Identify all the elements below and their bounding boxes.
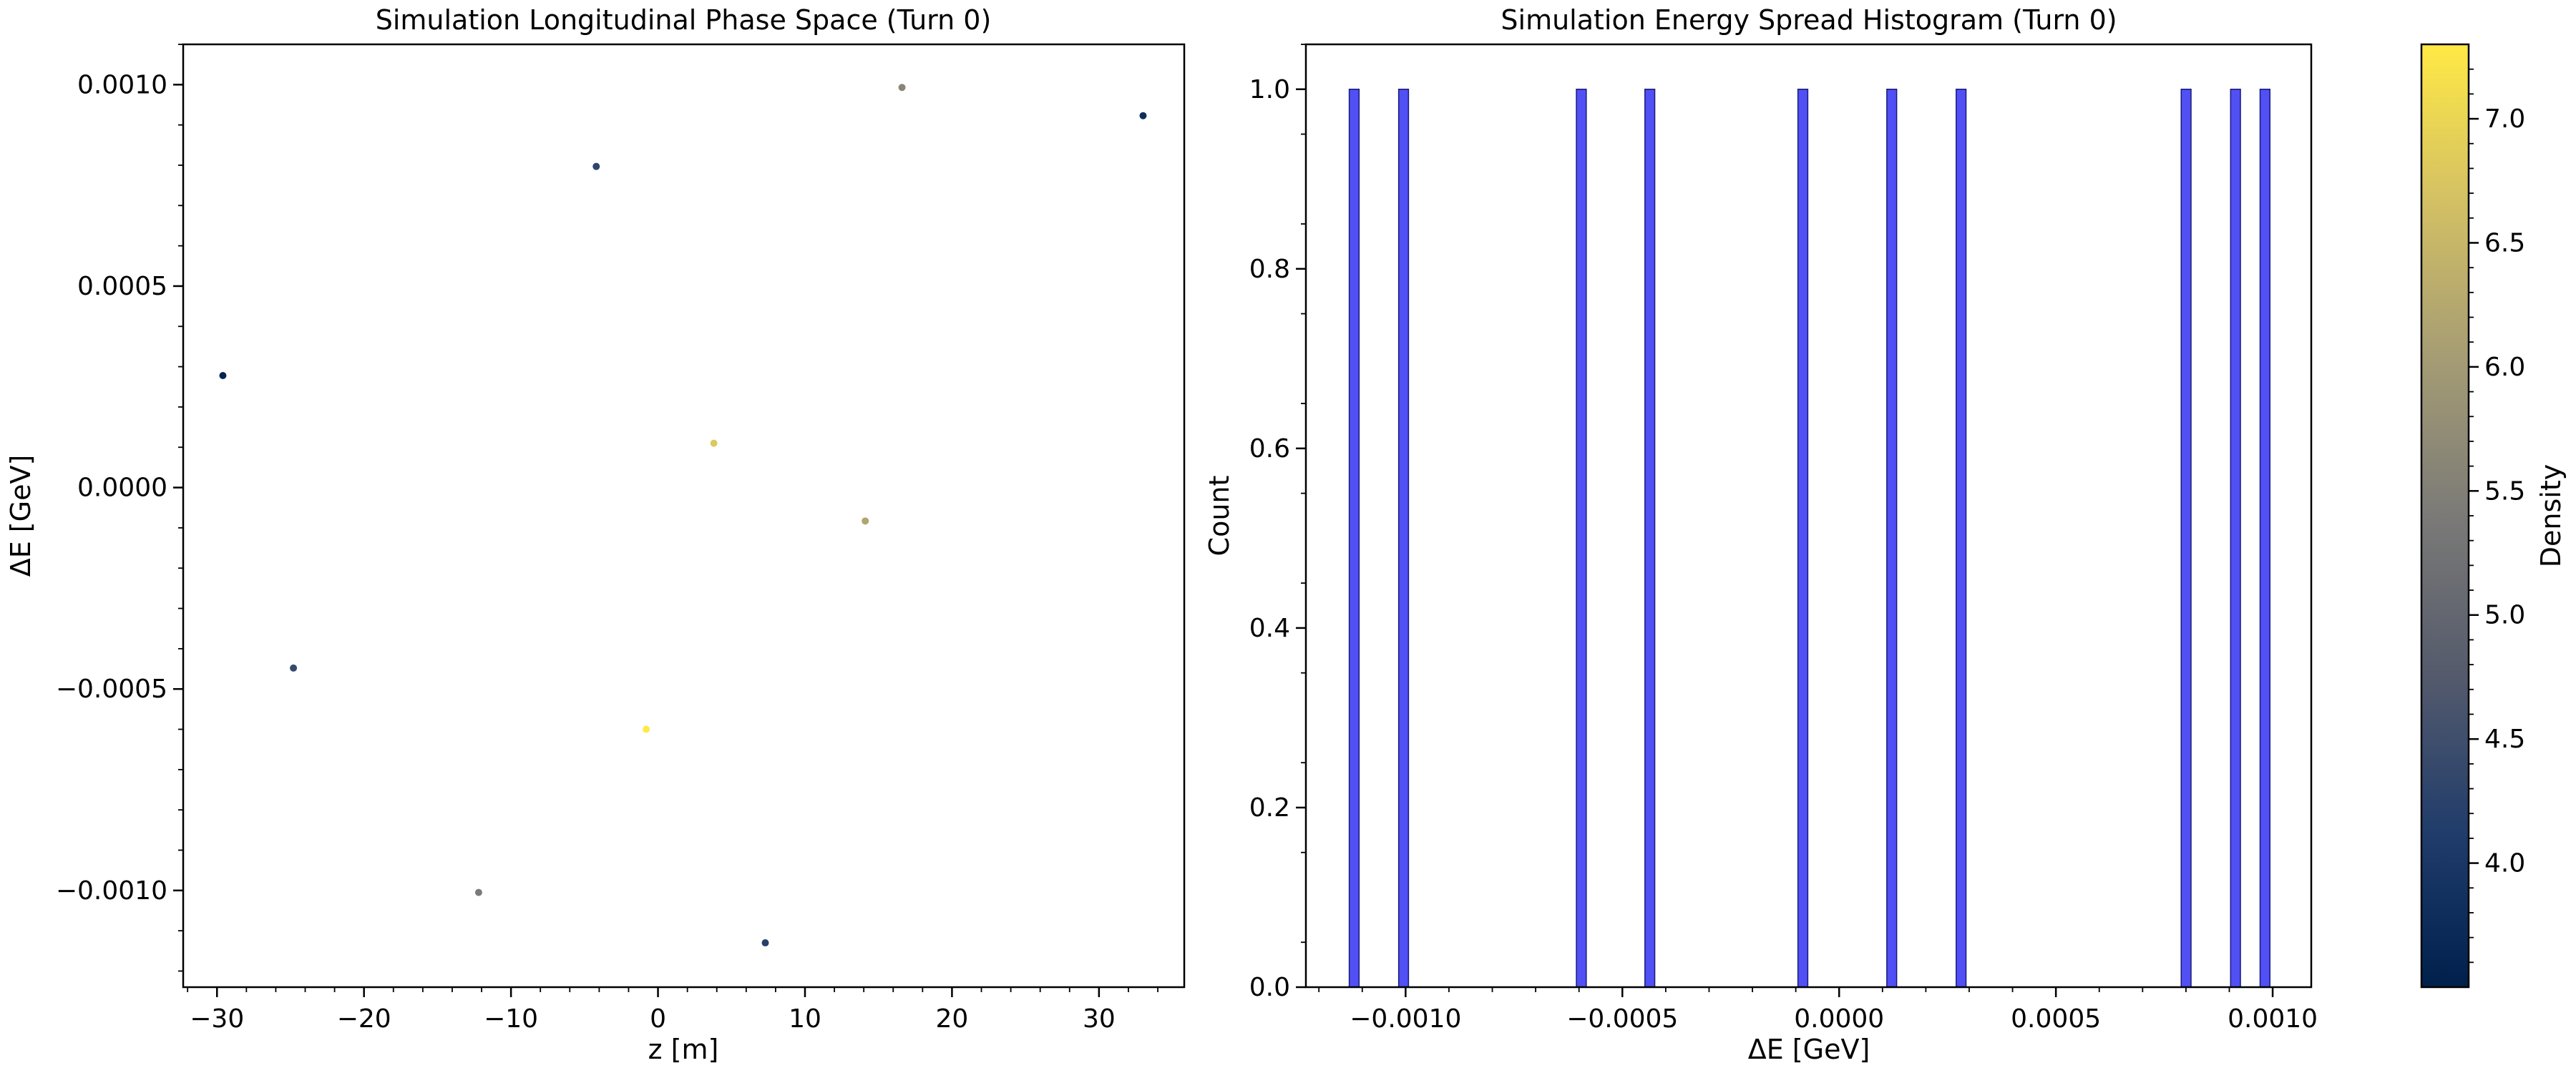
histogram-bar-8 (2230, 89, 2241, 988)
scatter-point-0 (219, 371, 227, 379)
scatter-point-1 (290, 664, 298, 672)
scatter-x-tick-label-1: −20 (337, 1004, 391, 1034)
colorbar-tick-label-5: 6.5 (2484, 228, 2525, 258)
histogram-x-tick-label-1: −0.0005 (1566, 1004, 1678, 1034)
histogram-y-tick-label-4: 0.8 (1249, 255, 1290, 284)
colorbar-tick-label-2: 5.0 (2484, 601, 2525, 630)
colorbar: 4.0 4.5 5.0 5.5 6.0 6.5 7.0 Density (2420, 43, 2567, 989)
colorbar-tick-label-1: 4.5 (2484, 725, 2525, 754)
colorbar-gradient (2420, 43, 2470, 989)
histogram-bar-6 (1956, 89, 1967, 988)
colorbar-ticks: 4.0 4.5 5.0 5.5 6.0 6.5 7.0 (2469, 68, 2525, 964)
histogram-y-tick-label-5: 1.0 (1249, 75, 1290, 104)
histogram-x-label: ΔE [GeV] (1748, 1034, 1870, 1065)
histogram-y-axis: 0.0 0.2 0.4 0.6 0.8 1.0 (1249, 44, 1306, 1002)
colorbar-label: Density (2535, 464, 2567, 567)
scatter-point-5 (710, 439, 718, 447)
scatter-y-tick-label-0: −0.0010 (56, 876, 167, 906)
histogram-y-tick-label-1: 0.2 (1249, 793, 1290, 823)
histogram-bar-0 (1348, 89, 1360, 988)
colorbar-tick-label-4: 6.0 (2484, 353, 2525, 382)
scatter-point-6 (761, 939, 769, 947)
scatter-y-tick-label-2: 0.0000 (77, 474, 167, 503)
scatter-point-7 (862, 517, 869, 525)
scatter-x-label: z [m] (648, 1034, 719, 1065)
scatter-point-4 (643, 725, 650, 733)
histogram-title: Simulation Energy Spread Histogram (Turn… (1501, 4, 2117, 36)
histogram-y-label: Count (1204, 476, 1235, 557)
scatter-y-tick-label-3: 0.0005 (77, 272, 167, 301)
histogram-plot: Simulation Energy Spread Histogram (Turn… (1204, 4, 2318, 1065)
scatter-plot: Simulation Longitudinal Phase Space (Tur… (5, 4, 1186, 1065)
histogram-bar-7 (2180, 89, 2192, 988)
scatter-y-tick-label-4: 0.0010 (77, 70, 167, 99)
colorbar-tick-label-3: 5.5 (2484, 476, 2525, 506)
colorbar-tick-label-6: 7.0 (2484, 104, 2525, 134)
histogram-bar-5 (1886, 89, 1898, 988)
histogram-x-tick-label-3: 0.0005 (2011, 1004, 2101, 1034)
histogram-bar-2 (1576, 89, 1587, 988)
scatter-x-tick-label-0: −30 (190, 1004, 244, 1034)
histogram-x-tick-label-0: −0.0010 (1350, 1004, 1461, 1034)
histogram-bar-1 (1397, 89, 1410, 988)
scatter-point-8 (898, 84, 906, 92)
scatter-x-tick-label-2: −10 (484, 1004, 538, 1034)
histogram-x-axis: −0.0010 −0.0005 0.0000 0.0005 0.0010 (1318, 987, 2318, 1034)
histogram-bar-9 (2259, 89, 2271, 988)
histogram-x-tick-label-2: 0.0000 (1794, 1004, 1884, 1034)
scatter-points (219, 84, 1147, 947)
scatter-x-tick-label-5: 20 (936, 1004, 969, 1034)
scatter-x-axis: −30 −20 −10 0 10 20 30 (187, 987, 1158, 1034)
histogram-bars (1348, 89, 2271, 988)
scatter-frame (182, 43, 1186, 989)
histogram-y-tick-label-0: 0.0 (1249, 973, 1290, 1002)
scatter-y-label: ΔE [GeV] (5, 455, 36, 577)
scatter-point-2 (474, 888, 482, 896)
scatter-y-axis: −0.0010 −0.0005 0.0000 0.0005 0.0010 (56, 44, 183, 972)
scatter-x-tick-label-4: 10 (789, 1004, 821, 1034)
scatter-x-tick-label-3: 0 (650, 1004, 666, 1034)
scatter-title: Simulation Longitudinal Phase Space (Tur… (376, 4, 992, 36)
histogram-y-tick-label-2: 0.4 (1249, 614, 1290, 643)
scatter-y-tick-label-1: −0.0005 (56, 675, 167, 704)
scatter-x-tick-label-6: 30 (1083, 1004, 1116, 1034)
histogram-frame (1304, 43, 2313, 989)
histogram-bar-4 (1797, 89, 1809, 988)
colorbar-tick-label-0: 4.0 (2484, 849, 2525, 878)
histogram-y-tick-label-3: 0.6 (1249, 434, 1290, 464)
scatter-point-3 (592, 162, 600, 170)
scatter-point-9 (1139, 112, 1147, 119)
histogram-x-tick-label-4: 0.0010 (2228, 1004, 2318, 1034)
histogram-bar-3 (1644, 89, 1656, 988)
